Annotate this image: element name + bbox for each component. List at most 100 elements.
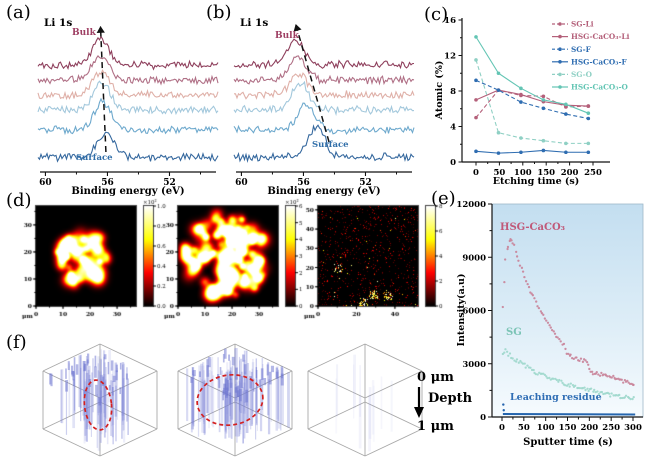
series-surface-spectrum-6 — [233, 124, 415, 163]
highlight-ellipse — [83, 379, 113, 431]
panel-f-3d-renders — [42, 343, 423, 457]
svg-text:Sputter time (s): Sputter time (s) — [523, 437, 613, 448]
surface-annotation: Surface — [76, 153, 113, 163]
arrow-head-icon — [293, 24, 302, 32]
series-SG-O — [474, 58, 591, 146]
cube-3 — [307, 343, 423, 457]
svg-text:250: 250 — [584, 168, 602, 178]
svg-text:100: 100 — [514, 168, 532, 178]
svg-text:Etching time (s): Etching time (s) — [493, 176, 580, 187]
legend-label: HSG-CaCO₃-Li — [571, 32, 630, 41]
depth-bottom-label: 1 μm — [417, 419, 454, 434]
peak-shift-arrow — [99, 25, 107, 153]
annotation-hsg: HSG-CaCO₃ — [500, 222, 565, 233]
cube-2 — [177, 343, 293, 457]
panel-e-sputter-chart: 0 3000 6000 9000 12000 0 50 100 150 200 250 300 Sput… — [456, 200, 644, 448]
series-spectrum-3 — [37, 69, 219, 101]
series-SG-F — [474, 78, 591, 121]
series-spectrum-5 — [37, 97, 219, 136]
series-bulk-spectrum-1 — [233, 38, 415, 70]
peak-shift-arrow — [294, 23, 330, 143]
svg-text:Intensity(a.u): Intensity(a.u) — [456, 274, 467, 347]
series-spectrum-3 — [233, 72, 415, 100]
panel-f-label: (f) — [6, 332, 27, 353]
depth-arrow-icon — [414, 387, 424, 418]
depth-top-label: 0 μm — [417, 370, 454, 385]
svg-text:200: 200 — [580, 423, 598, 433]
svg-text:56: 56 — [297, 178, 310, 188]
series-spectrum-2 — [233, 55, 415, 86]
panel-d-ion-map-2 — [162, 198, 314, 326]
svg-text:300: 300 — [624, 423, 642, 433]
svg-text:100: 100 — [537, 423, 555, 433]
svg-text:6000: 6000 — [462, 307, 486, 317]
legend-label: HSG-CaCO₃-O — [571, 83, 628, 92]
svg-text:16: 16 — [444, 16, 456, 26]
legend-label: SG-O — [571, 70, 593, 79]
svg-text:52: 52 — [163, 178, 176, 188]
series-SG — [501, 348, 635, 401]
svg-text:0: 0 — [480, 413, 486, 423]
legend-label: SG-F — [571, 45, 592, 54]
series-surface-spectrum-6 — [37, 131, 219, 163]
depth-arrow-label: Depth — [428, 391, 473, 406]
panel-d-ion-map-1 — [20, 198, 172, 326]
panel-title: Li 1s — [44, 17, 72, 29]
svg-text:250: 250 — [602, 423, 620, 433]
svg-text:0: 0 — [450, 158, 456, 168]
svg-text:150: 150 — [559, 423, 577, 433]
svg-text:12: 12 — [444, 52, 456, 62]
series-spectrum-5 — [233, 102, 415, 136]
svg-text:52: 52 — [359, 178, 372, 188]
panel-d-ion-map-3 — [302, 198, 454, 326]
svg-text:60: 60 — [235, 178, 248, 188]
svg-text:60: 60 — [39, 178, 52, 188]
panel-c-label: (c) — [424, 4, 449, 25]
annotation-leaching: Leaching residue — [510, 392, 602, 403]
sputter-plot: 0 3000 6000 9000 12000 0 50 100 150 200 250 300 Sput… — [456, 200, 644, 448]
svg-text:4: 4 — [450, 123, 456, 133]
series-HSG-CaCO₃-O — [474, 35, 591, 115]
surface-annotation: Surface — [312, 140, 349, 150]
svg-text:9000: 9000 — [462, 253, 486, 263]
series-spectrum-4 — [37, 80, 219, 116]
panel-c-atomic-chart: 0 50 100 150 200 250 0 4 8 12 16 Etching time (s) At… — [434, 16, 630, 187]
svg-text:0: 0 — [473, 168, 479, 178]
panel-a-label: (a) — [6, 2, 31, 23]
highlight-ellipse — [196, 373, 264, 427]
panel-b-label: (b) — [206, 2, 232, 23]
atomic-plot: 0 50 100 150 200 250 0 4 8 12 16 Etching time (s) At… — [434, 16, 630, 187]
cube-1 — [42, 343, 158, 457]
legend: SG-Li HSG-CaCO₃-Li SG-F HSG-CaCO₃-F SG-O HSG-… — [552, 20, 630, 92]
svg-text:3000: 3000 — [462, 360, 486, 370]
legend-label: HSG-CaCO₃-F — [571, 57, 627, 66]
series-spectrum-2 — [37, 54, 219, 86]
svg-text:50: 50 — [518, 423, 530, 433]
svg-text:Atomic (%): Atomic (%) — [434, 61, 445, 121]
svg-text:Binding energy (eV): Binding energy (eV) — [267, 186, 380, 196]
svg-text:12000: 12000 — [456, 200, 486, 210]
series-HSG-CaCO₃-F — [474, 148, 591, 155]
svg-text:200: 200 — [561, 168, 579, 178]
panel-title: Li 1s — [240, 17, 268, 29]
legend-label: SG-Li — [571, 20, 594, 29]
svg-text:8: 8 — [450, 87, 456, 97]
svg-text:Binding energy (eV): Binding energy (eV) — [71, 186, 184, 196]
series-Leaching residue — [502, 403, 636, 416]
svg-text:0: 0 — [499, 423, 505, 433]
svg-text:50: 50 — [493, 168, 505, 178]
arrow-head-icon — [96, 26, 105, 34]
bulk-annotation: Bulk — [275, 31, 300, 41]
series-spectrum-4 — [233, 80, 415, 117]
series-bulk-spectrum-1 — [37, 35, 219, 71]
svg-text:56: 56 — [101, 178, 114, 188]
bulk-annotation: Bulk — [72, 28, 97, 38]
series-HSG-CaCO₃ — [501, 238, 635, 387]
